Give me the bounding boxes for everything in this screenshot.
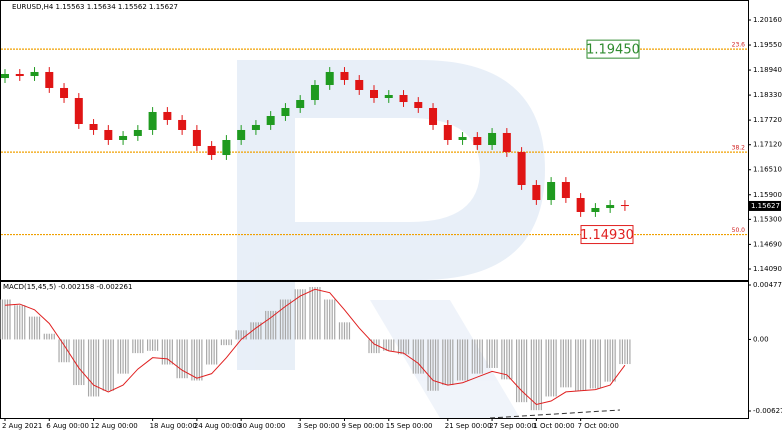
candle-body	[532, 184, 541, 201]
candle-body	[561, 182, 570, 199]
last-price-label: 1.15627	[751, 202, 780, 210]
candle-body	[458, 137, 467, 140]
candle-body	[443, 124, 452, 140]
candle-body	[355, 79, 364, 90]
signal-line	[4, 288, 626, 405]
candle-body	[473, 137, 482, 146]
y-tick-label: 1.17120	[753, 141, 782, 149]
trend-line	[489, 409, 621, 419]
price-panel	[0, 0, 749, 281]
level-label: 23.6	[732, 42, 746, 49]
candle-body	[133, 129, 142, 136]
candle-body	[178, 119, 187, 130]
y-tick-label: 0.00	[753, 335, 769, 343]
x-tick-label: 15 Sep 00:00	[386, 422, 433, 430]
candle-body	[606, 205, 615, 209]
candle-body	[192, 129, 201, 146]
candle-body	[60, 87, 69, 98]
candle-body	[384, 95, 393, 98]
candle-body	[207, 145, 216, 156]
y-tick-label: -0.006274	[753, 407, 782, 415]
level-box-label: 1.14930	[580, 228, 634, 243]
candle-body	[310, 84, 319, 101]
last-price-box	[749, 200, 781, 211]
y-tick-label: 1.14090	[753, 265, 782, 273]
y-tick-label: 1.19550	[753, 41, 782, 49]
macd-panel	[0, 281, 749, 419]
candle-body	[251, 124, 260, 130]
candle-body	[591, 208, 600, 212]
macd-header: MACD(15,45,5) -0.002158 -0.002261	[3, 283, 132, 291]
candle-body	[576, 198, 585, 212]
y-tick-label: 1.18940	[753, 66, 782, 74]
candle-body	[237, 129, 246, 140]
candle-body	[296, 100, 305, 109]
candle-body	[517, 152, 526, 185]
level-label: 38.2	[732, 145, 746, 152]
level-box	[586, 39, 640, 59]
candle-body	[547, 182, 556, 201]
level-label: 50.0	[732, 227, 746, 234]
y-tick-label: 1.18330	[753, 91, 782, 99]
x-tick-label: 7 Oct 00:00	[578, 422, 619, 430]
x-tick-label: 21 Sep 00:00	[445, 422, 492, 430]
y-tick-label: 1.17720	[753, 116, 782, 124]
level-box-label: 1.19450	[586, 43, 640, 58]
y-tick-label: 1.14690	[753, 240, 782, 248]
candle-body	[429, 108, 438, 125]
x-tick-label: 2 Aug 2021	[2, 422, 42, 430]
x-tick-label: 27 Sep 00:00	[489, 422, 536, 430]
x-tick-label: 18 Aug 00:00	[150, 422, 197, 430]
candle-body	[45, 71, 54, 88]
candle-body	[222, 140, 231, 156]
candle-body	[74, 97, 83, 125]
y-tick-label: 1.16510	[753, 166, 782, 174]
x-tick-label: 24 Aug 00:00	[194, 422, 241, 430]
candle-body	[89, 124, 98, 130]
candle-body	[502, 132, 511, 153]
candle-body	[15, 73, 24, 77]
x-tick-label: 12 Aug 00:00	[91, 422, 138, 430]
candle-body	[266, 116, 275, 125]
candle-body	[620, 205, 629, 207]
x-tick-label: 30 Aug 00:00	[238, 422, 285, 430]
candle-body	[281, 108, 290, 117]
x-tick-label: 9 Sep 00:00	[341, 422, 383, 430]
y-tick-label: 0.004772	[753, 281, 782, 289]
x-tick-label: 6 Aug 00:00	[46, 422, 89, 430]
price-header: EURUSD,H4 1.15563 1.15634 1.15562 1.1562…	[12, 3, 178, 11]
candle-body	[148, 111, 157, 130]
level-box	[580, 225, 634, 245]
x-tick-label: 3 Sep 00:00	[297, 422, 339, 430]
candle-body	[325, 71, 334, 85]
candle-body	[399, 95, 408, 103]
y-tick-label: 1.15300	[753, 215, 782, 223]
y-tick-label: 1.20160	[753, 16, 782, 24]
x-tick-label: 1 Oct 00:00	[533, 422, 574, 430]
candle-body	[104, 129, 113, 140]
y-tick-label: 1.15900	[753, 191, 782, 199]
candle-body	[163, 111, 172, 120]
candle-body	[119, 135, 128, 140]
candle-body	[370, 89, 378, 98]
candle-body	[488, 132, 497, 146]
candle-body	[414, 102, 423, 109]
candle-body	[30, 71, 39, 77]
candle-body	[340, 71, 349, 80]
candle-body	[1, 73, 9, 79]
